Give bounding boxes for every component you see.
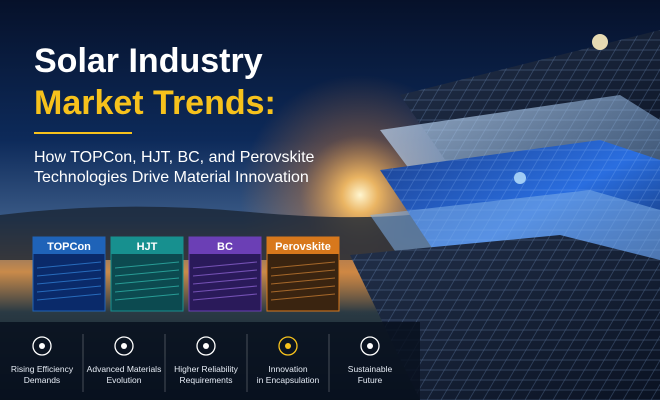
solar-panels	[350, 30, 660, 400]
title-line1: Solar Industry	[34, 42, 263, 80]
driver-label: Higher Reliability	[174, 364, 239, 374]
driver-label: Advanced Materials	[87, 364, 162, 374]
driver-icon	[278, 336, 298, 356]
tile-pattern	[192, 269, 258, 277]
tile-pattern	[270, 277, 336, 285]
tile-pattern	[114, 293, 180, 301]
tile-label-bg	[111, 237, 183, 254]
tile-pattern	[36, 269, 102, 277]
driver-label: Requirements	[180, 375, 233, 385]
driver-label: Sustainable	[348, 364, 393, 374]
driver-label: Rising Efficiency	[11, 364, 74, 374]
technology-tiles: TOPCon HJT BC Perovskite	[32, 236, 340, 312]
driver-icon	[114, 336, 134, 356]
driver-label: Innovation	[268, 364, 307, 374]
tile-pattern	[114, 285, 180, 293]
tile-pattern	[114, 269, 180, 277]
tile-pattern	[114, 261, 180, 269]
subtitle-line: Technologies Drive Material Innovation	[34, 169, 309, 186]
tile-label: HJT	[137, 241, 158, 253]
driver-icon-dot	[367, 343, 373, 349]
tile-pattern	[270, 293, 336, 301]
tile-label-bg	[33, 237, 105, 254]
tile-label: TOPCon	[47, 241, 91, 253]
tile-pattern	[114, 277, 180, 285]
tile-pattern	[270, 269, 336, 277]
tile-pattern	[36, 277, 102, 285]
driver-label: Future	[358, 375, 383, 385]
driver-label: Evolution	[107, 375, 142, 385]
driver-label: Demands	[24, 375, 60, 385]
tile-label: BC	[217, 241, 233, 253]
driver-icon	[360, 336, 380, 356]
driver-label: in Encapsulation	[257, 375, 320, 385]
tile-pattern	[192, 285, 258, 293]
subtitle-line: How TOPCon, HJT, BC, and Perovskite	[34, 149, 315, 166]
driver-icon-dot	[39, 343, 45, 349]
driver-icon-dot	[121, 343, 127, 349]
tile-pattern	[36, 261, 102, 269]
driver-icon	[196, 336, 216, 356]
tile-label-bg	[267, 237, 339, 254]
drivers-bar	[0, 322, 420, 400]
tile-label: Perovskite	[275, 241, 331, 253]
tile-pattern	[192, 293, 258, 301]
tile-pattern	[36, 293, 102, 301]
driver-icon	[32, 336, 52, 356]
tile-pattern	[192, 277, 258, 285]
title-line2: Market Trends:	[34, 84, 276, 122]
tile-pattern	[270, 285, 336, 293]
driver-icon-dot	[285, 343, 291, 349]
tile-pattern	[270, 261, 336, 269]
tile-pattern	[192, 261, 258, 269]
driver-icon-dot	[203, 343, 209, 349]
tile-label-bg	[189, 237, 261, 254]
tile-pattern	[36, 285, 102, 293]
